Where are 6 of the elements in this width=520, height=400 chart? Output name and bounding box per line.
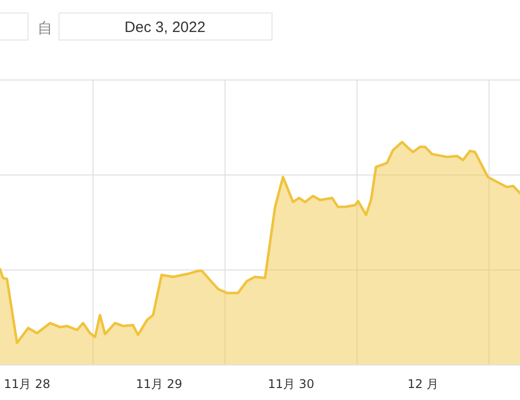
x-tick-label: 12 月 xyxy=(407,377,439,391)
text: 自 xyxy=(38,19,52,37)
text: Dec 3, 2022 xyxy=(124,19,206,36)
x-tick-label: 11月 30 xyxy=(268,377,314,391)
x-tick-label: 11月 29 xyxy=(136,377,182,391)
x-tick-label: 11月 28 xyxy=(4,377,50,391)
